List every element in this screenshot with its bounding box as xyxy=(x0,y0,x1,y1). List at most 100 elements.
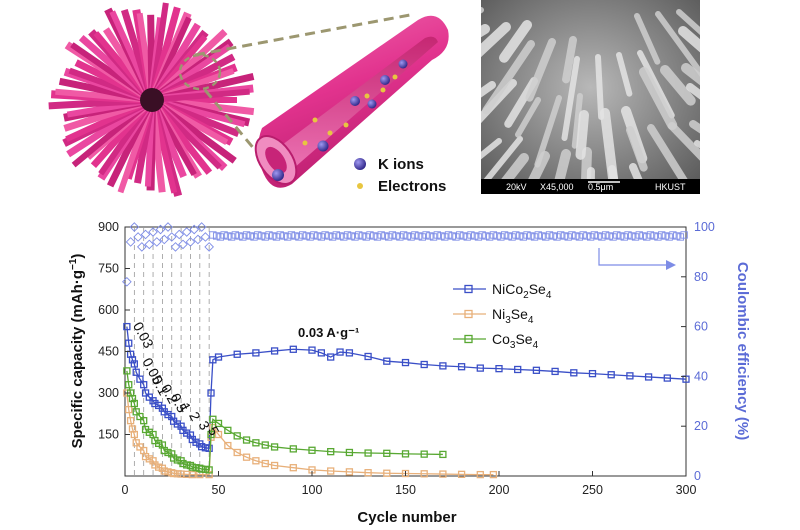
legend-entry: NiCo2Se4 xyxy=(492,281,552,301)
ce-point xyxy=(538,232,546,240)
ce-point xyxy=(515,232,524,240)
ce-point xyxy=(631,233,640,241)
ce-point xyxy=(204,242,214,252)
sem-rod xyxy=(686,83,700,100)
x-tick-label: 200 xyxy=(489,483,510,497)
data-point-Co3Se4 xyxy=(123,367,131,375)
data-point-NiCo2Se4 xyxy=(132,368,140,376)
ce-point xyxy=(508,233,516,241)
data-point-NiCo2Se4 xyxy=(457,363,466,371)
data-point-Co3Se4 xyxy=(252,439,260,447)
ce-point xyxy=(321,231,329,239)
x-tick-label: 250 xyxy=(582,483,603,497)
ce-point xyxy=(635,231,643,239)
ce-point xyxy=(170,242,181,252)
data-point-NiCo2Se4 xyxy=(205,444,213,452)
ce-point xyxy=(396,233,404,241)
y2-tick-label: 100 xyxy=(694,220,715,234)
ce-point xyxy=(590,231,599,239)
ce-point xyxy=(609,233,617,241)
ce-point xyxy=(250,233,258,241)
ce-point xyxy=(418,233,426,241)
data-point-Ni3Se4 xyxy=(476,470,484,479)
ce-point xyxy=(336,232,344,240)
sem-rod xyxy=(586,167,595,194)
ce-point xyxy=(399,231,408,239)
ce-point xyxy=(474,233,483,241)
ce-point xyxy=(553,233,561,241)
data-point-NiCo2Se4 xyxy=(123,322,131,331)
data-point-Ni3Se4 xyxy=(214,430,223,439)
x-tick-label: 0 xyxy=(122,483,129,497)
ce-point xyxy=(545,231,554,239)
data-point-NiCo2Se4 xyxy=(532,366,541,374)
data-point-Co3Se4 xyxy=(270,443,279,451)
ce-point xyxy=(512,231,520,239)
ce-point xyxy=(328,233,337,241)
ce-point xyxy=(572,232,580,240)
x-axis-ticks: 0 50 100 150 200 250 300 xyxy=(122,471,696,497)
sem-rod xyxy=(482,40,535,115)
ce-point xyxy=(500,231,509,239)
sem-rod xyxy=(647,124,693,192)
ce-point xyxy=(598,233,606,241)
ce-point xyxy=(403,232,412,240)
ce-point xyxy=(639,232,647,240)
data-point-Ni3Se4 xyxy=(125,405,133,414)
sem-rod xyxy=(655,11,700,77)
ce-point xyxy=(456,231,464,239)
ce-point xyxy=(351,233,359,241)
data-point-Ni3Se4 xyxy=(145,455,153,463)
ce-point xyxy=(564,233,572,241)
ce-point xyxy=(673,232,681,240)
sem-rod xyxy=(629,163,649,194)
data-point-NiCo2Se4 xyxy=(192,438,200,446)
data-point-NiCo2Se4 xyxy=(125,339,133,347)
arrow-head-icon xyxy=(666,260,676,270)
data-point-Co3Se4 xyxy=(145,428,153,436)
ce-point xyxy=(586,233,595,241)
ce-point xyxy=(557,231,565,239)
data-point-NiCo2Se4 xyxy=(130,360,139,368)
ce-point xyxy=(193,234,203,245)
data-point-NiCo2Se4 xyxy=(336,348,344,356)
rate-annotation: 0.03 A·g⁻¹ xyxy=(298,325,359,340)
ce-point xyxy=(437,232,445,240)
ce-point xyxy=(444,231,453,239)
ce-point xyxy=(181,227,192,237)
data-point-Ni3Se4 xyxy=(160,467,168,475)
data-point-NiCo2Se4 xyxy=(420,360,428,369)
sem-rod xyxy=(481,138,502,160)
ce-point xyxy=(358,232,367,240)
ce-point xyxy=(291,232,299,240)
series-Ni3Se4 xyxy=(123,389,498,479)
data-point-Ni3Se4 xyxy=(252,457,260,465)
ce-point xyxy=(646,231,655,239)
data-point-Ni3Se4 xyxy=(169,469,178,478)
sem-rod xyxy=(525,38,556,102)
data-point-Ni3Se4 xyxy=(401,469,410,478)
x-tick-label: 100 xyxy=(302,483,323,497)
sem-rod xyxy=(634,13,661,65)
ce-point xyxy=(504,232,512,240)
data-point-NiCo2Se4 xyxy=(308,346,316,354)
ce-point xyxy=(676,233,685,241)
urchin-illustration xyxy=(48,2,255,197)
data-point-Ni3Se4 xyxy=(233,448,241,457)
ce-point xyxy=(497,233,505,241)
ce-point xyxy=(272,233,281,241)
ce-point xyxy=(486,233,494,241)
data-point-Co3Se4 xyxy=(140,417,148,425)
ce-point xyxy=(220,231,228,239)
ce-point xyxy=(122,276,132,287)
legend-marker xyxy=(464,334,473,344)
data-point-Ni3Se4 xyxy=(420,470,428,478)
data-point-NiCo2Se4 xyxy=(141,389,150,397)
sem-rod xyxy=(689,120,700,134)
ce-point xyxy=(189,224,200,235)
urchin-core xyxy=(140,88,164,112)
ce-point xyxy=(373,233,382,241)
sem-rod xyxy=(481,22,511,58)
data-point-Ni3Se4 xyxy=(173,470,182,478)
ce-point xyxy=(355,231,363,239)
